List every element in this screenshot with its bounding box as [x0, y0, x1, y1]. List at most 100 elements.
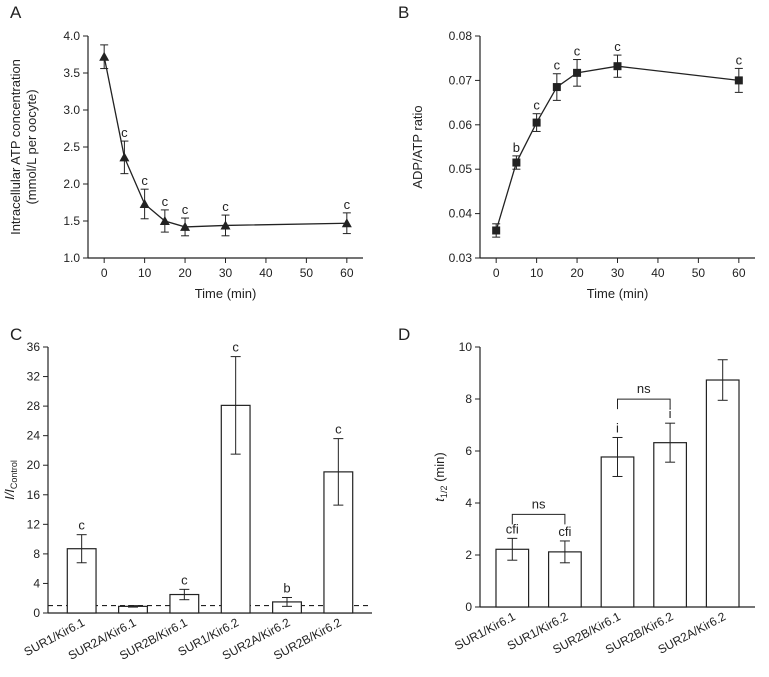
- x-tick-label: 60: [340, 266, 354, 280]
- bracket-label: ns: [532, 496, 546, 511]
- x-tick-label: 50: [300, 266, 314, 280]
- x-tick-label: 30: [219, 266, 233, 280]
- x-axis-title: Time (min): [587, 286, 649, 301]
- significance-label: c: [344, 197, 351, 212]
- y-tick-label: 0.05: [449, 162, 473, 176]
- series-line: [495, 65, 739, 231]
- significance-label: i: [616, 420, 619, 435]
- data-point-square: [734, 76, 743, 85]
- bar: [705, 379, 740, 608]
- significance-label: c: [736, 52, 743, 67]
- y-tick-label: 24: [27, 429, 41, 443]
- significance-label: c: [181, 572, 188, 587]
- data-point-square: [492, 226, 501, 235]
- y-tick-label: 0.08: [449, 29, 473, 43]
- panel-letter: A: [10, 3, 22, 22]
- data-point-triangle: [341, 218, 352, 228]
- y-tick-label: 4.0: [63, 29, 80, 43]
- y-tick-label: 2.0: [63, 177, 80, 191]
- y-tick-label: 0.06: [449, 118, 473, 132]
- panel-b: B 0.03 0.04 0.05 0.06 0.07 0.08 0 10 20 30 40 50 60 Ti…: [398, 3, 755, 301]
- x-tick-label: 10: [138, 266, 152, 280]
- significance-label: b: [513, 140, 520, 155]
- y-tick-label: 0.04: [449, 207, 473, 221]
- x-tick-label: 50: [692, 266, 706, 280]
- y-tick-label: 4: [33, 576, 40, 590]
- y-axis-title: I/IControl: [2, 460, 19, 500]
- y-tick-label: 3.0: [63, 103, 80, 117]
- significance-label: c: [182, 202, 189, 217]
- comparison-bracket: [617, 398, 671, 410]
- panel-a: A 1.0 1.5 2.0 2.5 3.0 3.5 4.0 0 10 20 30 40 50 60 Time …: [8, 3, 363, 301]
- x-tick-label: 10: [530, 266, 544, 280]
- y-axis-title: Intracellular ATP concentration: [8, 59, 23, 235]
- data-point-square: [532, 118, 541, 127]
- panel-letter: C: [10, 325, 22, 344]
- y-tick-label: 0: [465, 600, 472, 614]
- x-axis-title: Time (min): [195, 286, 257, 301]
- significance-label: c: [335, 422, 342, 437]
- y-tick-label: 8: [33, 547, 40, 561]
- significance-label: cfi: [506, 521, 519, 536]
- data-point-triangle: [99, 51, 110, 61]
- data-point-triangle: [159, 216, 170, 225]
- significance-label: i: [669, 406, 672, 421]
- significance-label: c: [141, 173, 148, 188]
- significance-label: c: [162, 194, 169, 209]
- y-tick-label: 1.5: [63, 214, 80, 228]
- significance-label: c: [78, 518, 85, 533]
- y-tick-label: 2.5: [63, 140, 80, 154]
- x-tick-label: 30: [611, 266, 625, 280]
- y-tick-label: 32: [27, 370, 41, 384]
- significance-label: c: [121, 125, 128, 140]
- bar: [600, 456, 635, 608]
- significance-label: c: [232, 340, 239, 355]
- x-tick-label: 40: [259, 266, 273, 280]
- data-point-triangle: [220, 220, 231, 230]
- panel-letter: B: [398, 3, 409, 22]
- significance-label: c: [614, 39, 621, 54]
- data-point-triangle: [139, 198, 150, 208]
- x-tick-label: 0: [493, 266, 500, 280]
- y-tick-label: 0.07: [449, 73, 473, 87]
- data-point-square: [512, 158, 521, 167]
- x-tick-label: 20: [178, 266, 192, 280]
- significance-label: c: [533, 98, 540, 113]
- x-tick-label: 20: [570, 266, 584, 280]
- bracket-label: ns: [637, 381, 651, 396]
- y-axis-title: ADP/ATP ratio: [410, 105, 425, 188]
- data-point-square: [613, 62, 622, 71]
- y-tick-label: 16: [27, 488, 41, 502]
- x-tick-label: 40: [651, 266, 665, 280]
- significance-label: c: [554, 58, 561, 73]
- y-tick-label: 4: [465, 496, 472, 510]
- y-tick-label: 0: [33, 606, 40, 620]
- data-point-triangle: [119, 152, 130, 162]
- data-point-square: [552, 83, 561, 92]
- bar: [653, 442, 688, 608]
- y-tick-label: 20: [27, 458, 41, 472]
- y-axis-title: t1/2 (min): [432, 452, 449, 501]
- panel-c: C04812162024283236I/IControlcSUR1/Kir6.1…: [2, 325, 372, 663]
- comparison-bracket: [511, 513, 566, 525]
- panel-letter: D: [398, 325, 410, 344]
- y-axis-title: (mmol/L per oocyte): [24, 89, 39, 204]
- y-tick-label: 10: [459, 340, 473, 354]
- y-tick-label: 8: [465, 392, 472, 406]
- x-tick-label: 0: [101, 266, 108, 280]
- x-tick-label: 60: [732, 266, 746, 280]
- data-point-triangle: [180, 221, 191, 231]
- significance-label: c: [574, 44, 581, 59]
- y-tick-label: 0.03: [449, 251, 473, 265]
- y-tick-label: 2: [465, 548, 472, 562]
- data-point-square: [573, 68, 582, 77]
- y-tick-label: 6: [465, 444, 472, 458]
- y-tick-label: 28: [27, 399, 41, 413]
- y-tick-label: 3.5: [63, 66, 80, 80]
- y-tick-label: 36: [27, 340, 41, 354]
- y-tick-label: 1.0: [63, 251, 80, 265]
- significance-label: cfi: [558, 524, 571, 539]
- significance-label: b: [283, 580, 290, 595]
